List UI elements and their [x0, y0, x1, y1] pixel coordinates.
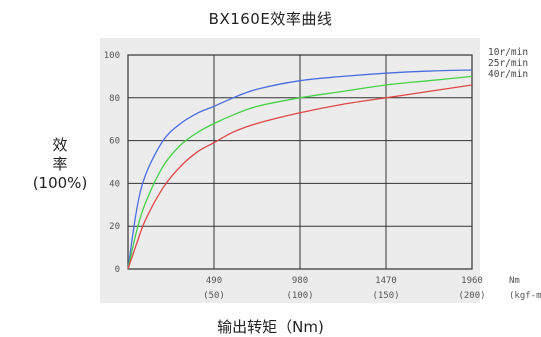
y-tick-label: 0 — [115, 265, 120, 275]
y-tick-label: 60 — [109, 137, 120, 147]
x-tick-sublabel: (200) — [458, 291, 485, 301]
x-unit-label: Nm — [509, 276, 520, 286]
y-axis-label: 效 率 (100%) — [20, 136, 100, 193]
y-tick-label: 100 — [104, 51, 120, 61]
x-tick-sublabel: (150) — [372, 291, 399, 301]
series-line-40r-min — [127, 84, 473, 270]
y-tick-label: 20 — [109, 222, 120, 232]
x-tick-sublabel: (100) — [286, 291, 313, 301]
x-unit-sublabel: (kgf-m) — [509, 291, 541, 301]
legend-entry: 10r/min — [488, 47, 528, 58]
y-axis-label-line1: 效 — [52, 136, 68, 154]
plot-background — [100, 38, 480, 303]
series-line-10r-min — [127, 69, 473, 270]
x-axis-label: 输出转矩（Nm) — [217, 318, 324, 336]
legend-entry: 40r/min — [488, 69, 528, 80]
y-axis-label-unit: (100%) — [32, 174, 88, 192]
y-tick-labels: 0 20 40 60 80 100 — [104, 51, 120, 275]
chart-title: BX160E效率曲线 — [208, 10, 333, 28]
series-line-25r-min — [127, 75, 473, 270]
x-tick-label: 980 — [292, 276, 308, 286]
y-axis-label-line2: 率 — [52, 155, 68, 173]
x-tick-sublabel: (50) — [203, 291, 225, 301]
x-tick-label: 1960 — [461, 276, 483, 286]
series-lines — [127, 69, 473, 270]
y-tick-label: 80 — [109, 94, 120, 104]
y-tick-label: 40 — [109, 179, 120, 189]
legend-entry: 25r/min — [488, 58, 528, 69]
x-tick-label: 490 — [206, 276, 222, 286]
x-tick-label: 1470 — [375, 276, 397, 286]
x-tick-labels: 490 (50) 980 (100) 1470 (150) 1960 (200) — [203, 276, 485, 301]
